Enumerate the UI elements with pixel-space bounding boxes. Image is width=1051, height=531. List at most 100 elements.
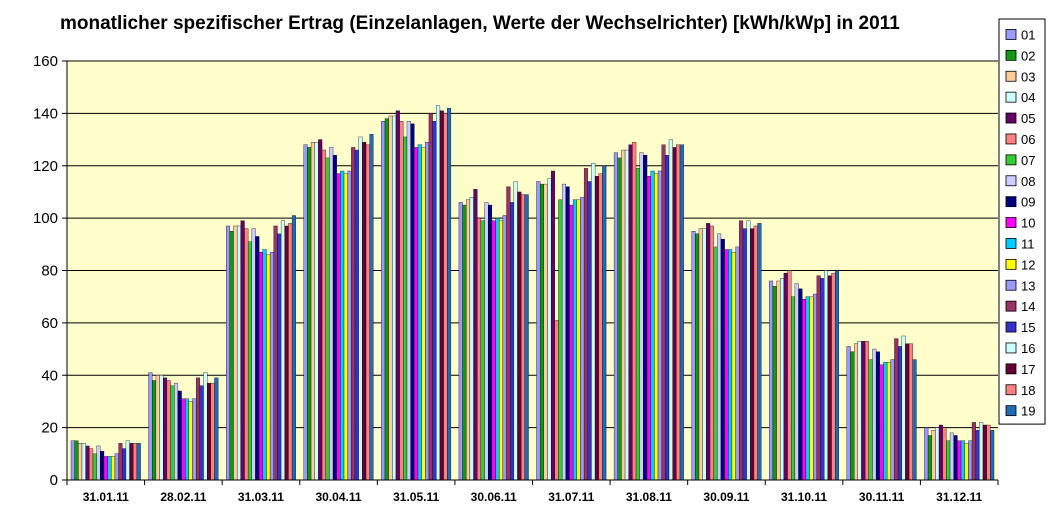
x-tick-label: 31.12.11 [936,490,982,504]
bar-17-31.03.11 [284,225,289,481]
x-tick-label: 31.08.11 [626,490,672,504]
legend-label-17: 17 [1021,362,1035,377]
bar-04-31.03.11 [236,225,241,481]
bar-07-30.11.11 [868,359,873,481]
bar-10-30.04.11 [336,173,341,481]
bar-07-31.01.11 [92,453,97,481]
x-tick-label: 31.05.11 [393,490,439,504]
bar-06-31.07.11 [554,320,559,481]
bar-16-30.04.11 [358,136,363,481]
bar-15-30.04.11 [354,149,359,481]
legend-swatch-05 [1005,112,1017,124]
bar-19-31.01.11 [136,443,141,481]
bar-02-28.02.11 [152,380,157,481]
bar-08-31.12.11 [949,432,954,481]
bar-06-28.02.11 [166,380,171,481]
bar-04-31.12.11 [935,427,940,481]
bar-11-31.01.11 [107,456,112,481]
bar-08-31.08.11 [639,152,644,481]
bar-05-31.10.11 [783,272,788,481]
bar-19-31.12.11 [990,430,995,481]
bar-13-31.12.11 [968,440,973,481]
x-tick-label: 31.10.11 [781,490,827,504]
y-tick-label: 0 [50,472,58,489]
bar-02-31.07.11 [539,183,544,481]
bar-10-31.08.11 [646,176,651,481]
legend-swatch-02 [1005,49,1017,61]
bar-04-31.01.11 [81,443,86,481]
bar-16-31.12.11 [979,422,984,481]
bar-07-31.12.11 [946,440,951,481]
bar-05-30.04.11 [318,139,323,481]
bar-02-31.10.11 [772,286,777,481]
y-tick-label: 80 [41,263,58,280]
bar-15-31.10.11 [820,278,825,481]
legend-swatch-11 [1005,238,1017,249]
bar-03-30.11.11 [853,343,858,481]
bar-13-31.10.11 [813,293,818,481]
bar-14-31.01.11 [118,443,123,481]
bar-19-31.10.11 [834,270,840,481]
bar-13-31.01.11 [114,453,119,481]
x-tick-label: 31.03.11 [238,490,284,504]
legend-label-18: 18 [1021,383,1035,398]
bar-19-31.07.11 [602,165,607,481]
bar-14-28.02.11 [196,377,201,481]
legend-label-09: 09 [1021,195,1035,210]
bar-12-30.11.11 [886,361,891,481]
bar-02-31.01.11 [74,440,79,481]
bar-15-31.05.11 [432,121,437,481]
bar-10-30.11.11 [879,364,884,481]
bar-05-30.06.11 [473,189,478,481]
bar-13-30.11.11 [890,359,895,481]
bar-06-30.06.11 [477,217,482,481]
bar-01-30.04.11 [303,144,308,481]
bar-01-31.12.11 [924,427,929,481]
bar-19-28.02.11 [214,377,219,481]
bar-17-31.12.11 [982,424,987,481]
bar-06-31.08.11 [632,142,637,481]
bar-04-28.02.11 [159,375,164,481]
bar-18-31.01.11 [133,443,138,481]
x-tick-label: 31.07.11 [548,490,594,504]
chart-title: monatlicher spezifischer Ertrag (Einzela… [60,13,900,34]
legend-swatch-17 [1005,363,1017,375]
bar-14-31.10.11 [816,275,821,481]
x-tick-label: 30.09.11 [703,490,749,504]
bar-03-30.04.11 [310,142,315,481]
bar-05-31.07.11 [550,170,555,481]
bar-14-31.12.11 [971,422,976,481]
bar-09-31.12.11 [953,435,958,481]
bar-01-30.06.11 [458,202,463,481]
bar-13-31.08.11 [657,170,662,481]
bar-17-31.05.11 [439,110,444,481]
bar-02-31.05.11 [384,118,389,481]
legend-swatch-18 [1005,384,1017,396]
legend-swatch-12 [1005,258,1017,270]
x-tick-label: 30.06.11 [471,490,517,504]
bar-10-31.05.11 [414,147,419,481]
legend-swatch-04 [1005,91,1017,103]
bar-18-30.09.11 [753,225,758,481]
bar-05-31.03.11 [240,220,245,481]
bar-01-31.01.11 [70,440,75,481]
bar-05-31.05.11 [395,110,400,481]
legend-swatch-01 [1005,29,1017,40]
bar-01-31.05.11 [381,121,386,481]
y-tick-label: 120 [33,158,58,175]
bar-06-30.04.11 [321,149,326,481]
bar-05-31.01.11 [85,445,90,481]
bar-02-30.11.11 [850,351,855,481]
bar-19-31.05.11 [447,107,452,481]
bar-03-31.12.11 [931,430,936,481]
bar-13-31.03.11 [269,251,274,481]
legend-swatch-10 [1005,217,1017,228]
bar-07-30.04.11 [325,157,330,481]
bar-16-31.07.11 [591,162,596,481]
bar-17-30.09.11 [750,228,755,481]
bar-18-31.12.11 [986,424,991,481]
bar-09-30.04.11 [332,155,337,481]
bar-15-30.06.11 [510,202,515,481]
bar-10-31.07.11 [569,204,574,481]
